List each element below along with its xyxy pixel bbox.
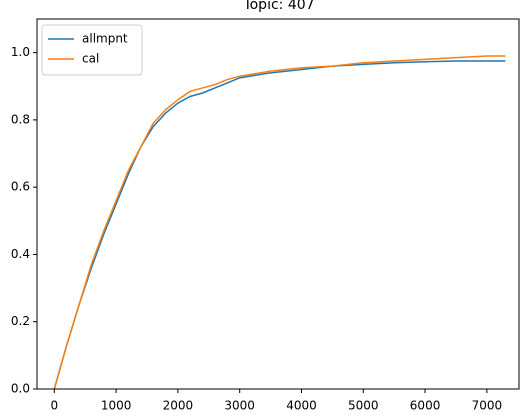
plot-frame [36, 18, 520, 390]
y-tick-label: 0.0 [11, 382, 30, 396]
legend: allmpnt cal [41, 24, 143, 76]
y-tick-label: 0.4 [11, 247, 30, 261]
x-tick-label: 6000 [410, 399, 441, 413]
legend-label: allmpnt [82, 32, 128, 46]
legend-label: cal [82, 52, 99, 66]
chart-title: Topic: 407 [242, 0, 314, 13]
x-tick-label: 2000 [163, 399, 194, 413]
x-tick-label: 1000 [101, 399, 132, 413]
x-tick-label: 5000 [348, 399, 379, 413]
series-line [53, 60, 506, 390]
y-tick-label: 0.6 [11, 180, 30, 194]
series-line [53, 55, 506, 390]
x-tick-label: 4000 [286, 399, 317, 413]
x-tick-label: 0 [50, 399, 58, 413]
y-tick-label: 0.8 [11, 112, 30, 126]
x-tick-label: 7000 [472, 399, 503, 413]
legend-box [41, 24, 143, 76]
x-tick-label: 3000 [224, 399, 255, 413]
y-tick-label: 1.0 [11, 45, 30, 59]
y-tick-label: 0.2 [11, 314, 30, 328]
